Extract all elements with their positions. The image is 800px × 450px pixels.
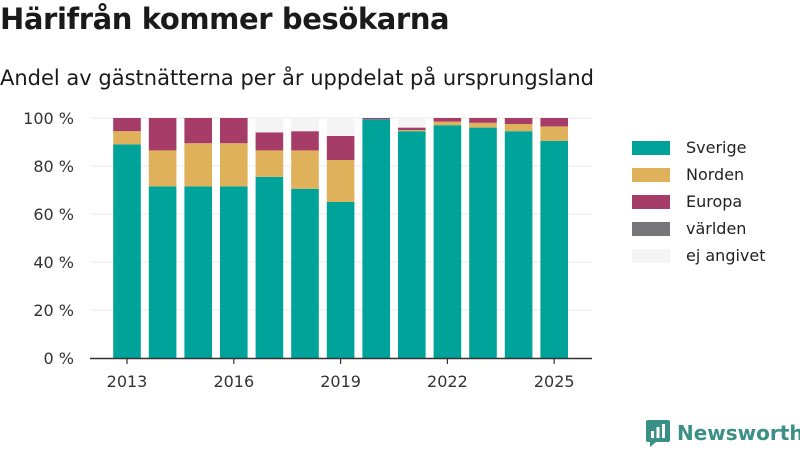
bar-segment-Europa [504, 118, 533, 124]
y-tick-label: 20 % [33, 301, 74, 320]
legend-item-ej-angivet: ej angivet [632, 242, 800, 269]
bar-segment-Norden [398, 130, 426, 132]
bar-segment-Europa [362, 118, 390, 120]
legend-item-norden: Norden [632, 161, 800, 188]
y-tick-label: 80 % [33, 157, 74, 176]
y-tick-label: 40 % [33, 253, 74, 272]
legend-label-sverige: Sverige [686, 138, 747, 157]
bar-segment-Sverige [255, 176, 284, 358]
brand-name: Newsworthy [677, 421, 800, 445]
bar-segment-Norden [291, 150, 319, 189]
bar-segment-Norden [326, 160, 355, 202]
x-tick-label: 2016 [213, 372, 254, 391]
axes: 0 % 20 % 40 % 60 % 80 % 100 % 2013 2016 2019 2022… [23, 109, 592, 391]
y-tick-label: 100 % [23, 109, 74, 128]
bar-segment-Europa [540, 118, 568, 127]
newsworthy-brand[interactable]: Newsworthy [645, 418, 800, 448]
legend-swatch-sverige [632, 140, 670, 155]
legend-swatch-varlden [632, 221, 670, 236]
bar-segment-Norden [184, 143, 212, 187]
legend-swatch-ej-angivet [632, 248, 670, 263]
bar-segment-Sverige [540, 140, 568, 358]
x-tick-label: 2013 [107, 372, 148, 391]
bar-segment-Europa [255, 132, 284, 151]
bar-segment-ej-angivet [398, 118, 426, 128]
bar-segment-Norden [255, 150, 284, 177]
bar-segment-Sverige [326, 202, 355, 358]
legend-item-europa: Europa [632, 188, 800, 215]
bar-segment-Sverige [184, 186, 212, 358]
bar-segment-Europa [469, 118, 497, 123]
bar-segment-Sverige [469, 127, 497, 358]
bar-segment-Europa [291, 131, 319, 151]
bar-segment-Europa [220, 118, 248, 144]
bar-segment-ej-angivet [326, 118, 355, 136]
bar-segment-Europa [398, 127, 426, 130]
legend-label-europa: Europa [686, 192, 743, 211]
bar-segment-Norden [220, 143, 248, 187]
y-tick-label: 60 % [33, 205, 74, 224]
legend-swatch-norden [632, 167, 670, 182]
chart-subtitle: Andel av gästnätterna per år uppdelat på… [0, 66, 594, 90]
x-tick-label: 2019 [320, 372, 361, 391]
bar-segment-Norden [540, 126, 568, 141]
bar-segment-Europa [433, 118, 462, 122]
bar-segment-ej-angivet [291, 118, 319, 132]
bar-segment-Norden [504, 124, 533, 132]
y-tick-label: 0 % [44, 349, 74, 368]
bar-segment-Sverige [433, 125, 462, 358]
x-tick-label: 2025 [534, 372, 575, 391]
bar-segment-Sverige [220, 186, 248, 358]
bar-segment-Europa [184, 118, 212, 144]
legend-item-varlden: världen [632, 215, 800, 242]
bar-segment-Sverige [398, 131, 426, 358]
bar-segment-Norden [113, 131, 141, 145]
bar-segment-Sverige [291, 188, 319, 358]
legend-label-norden: Norden [686, 165, 745, 184]
bar-segment-Sverige [504, 131, 533, 358]
legend-swatch-europa [632, 194, 670, 209]
bar-segment-ej-angivet [255, 118, 284, 133]
bar-segment-Norden [469, 122, 497, 128]
legend: Sverige Norden Europa världen ej angivet [632, 134, 800, 269]
bar-segment-Europa [148, 118, 177, 151]
legend-label-ej-angivet: ej angivet [686, 246, 766, 265]
legend-label-varlden: världen [686, 219, 747, 238]
bar-segment-Sverige [362, 119, 390, 358]
x-tick-label: 2022 [427, 372, 468, 391]
bar-segment-Europa [326, 136, 355, 160]
bar-segment-Sverige [113, 144, 141, 358]
bar-segment-Norden [148, 150, 177, 187]
bar-segment-Europa [113, 118, 141, 132]
legend-item-sverige: Sverige [632, 134, 800, 161]
bar-segment-Norden [433, 121, 462, 126]
chart-title: Härifrån kommer besökarna [0, 2, 450, 36]
newsworthy-logo-icon [646, 420, 670, 447]
bar-segment-Sverige [148, 186, 177, 358]
bars [113, 118, 568, 358]
